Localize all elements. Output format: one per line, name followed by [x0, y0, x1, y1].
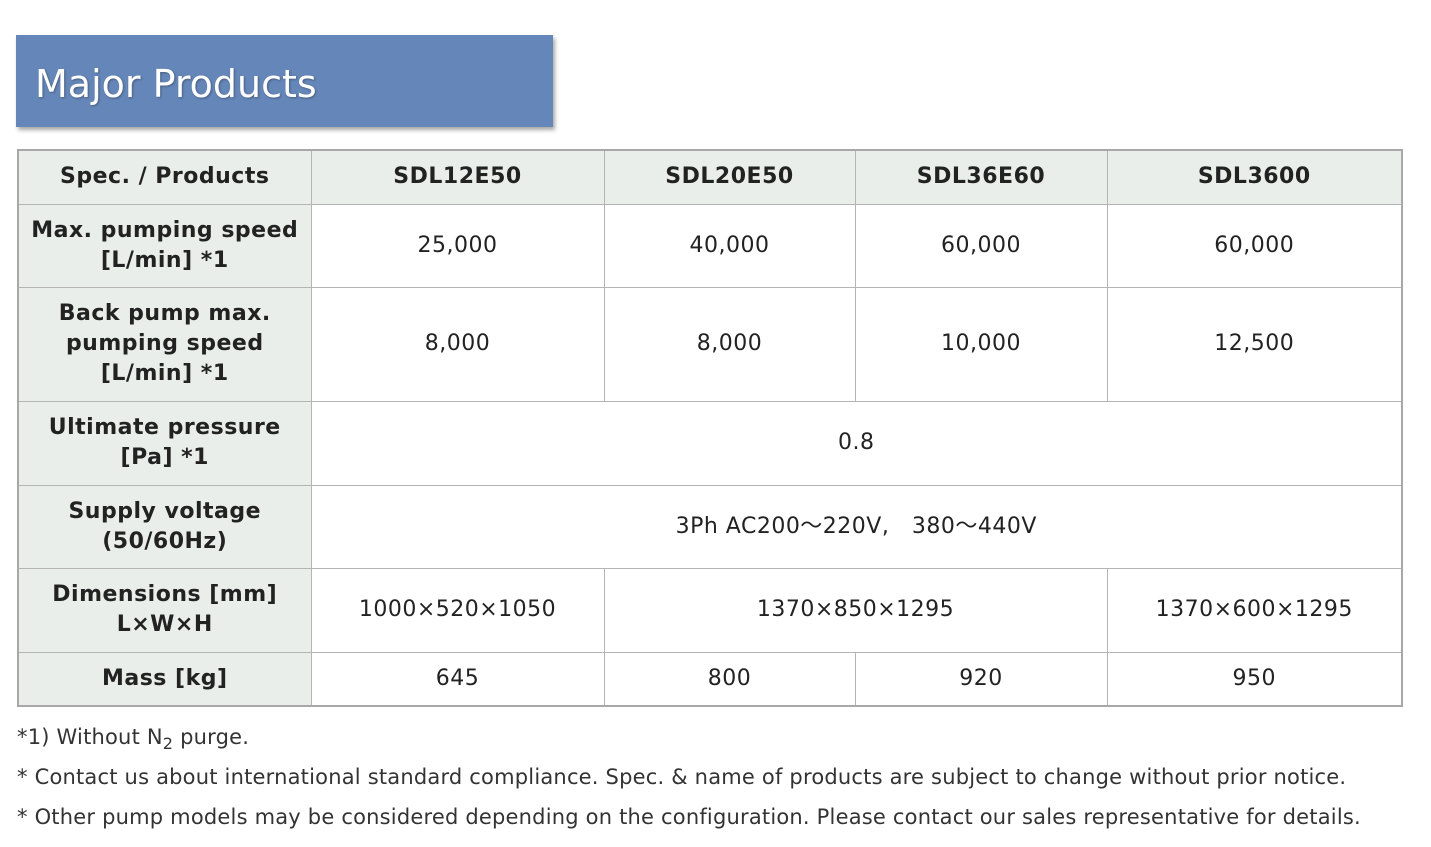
- cell: 1370×850×1295: [603, 567, 1108, 653]
- note-text: 2: [162, 734, 174, 753]
- note-text: purge.: [173, 725, 250, 749]
- cell: 0.8: [310, 400, 1403, 486]
- table-row: Mass [kg] 645 800 920 950: [17, 651, 1403, 707]
- row-label-line: Supply voltage: [68, 498, 262, 524]
- spec-table: Spec. / Products SDL12E50 SDL20E50 SDL36E60…: [17, 149, 1403, 707]
- row-label-line: Mass [kg]: [101, 665, 228, 691]
- column-header: SDL36E60: [854, 149, 1108, 205]
- row-label-line: L×W×H: [116, 612, 213, 637]
- cell: 950: [1106, 651, 1403, 707]
- cell: 12,500: [1106, 286, 1403, 402]
- table-row: Back pump max. pumping speed [L/min] *1 8,0…: [17, 286, 1403, 402]
- row-label-line: (50/60Hz): [102, 528, 228, 554]
- cell: 1000×520×1050: [310, 567, 605, 653]
- column-header: SDL20E50: [603, 149, 856, 205]
- row-label: Supply voltage (50/60Hz): [17, 484, 312, 569]
- cell: 10,000: [854, 286, 1108, 402]
- row-label-line: Max. pumping speed: [31, 217, 299, 243]
- header-row: Spec. / Products SDL12E50 SDL20E50 SDL36E60…: [17, 149, 1403, 205]
- cell: 920: [854, 651, 1108, 707]
- column-header: SDL3600: [1106, 149, 1403, 205]
- row-label-line: [Pa] *1: [120, 445, 209, 470]
- row-label: Back pump max. pumping speed [L/min] *1: [17, 286, 312, 402]
- note: *1) Without N2 purge.: [17, 722, 1361, 762]
- row-label-line: [L/min] *1: [100, 361, 229, 386]
- notes: *1) Without N2 purge. * Contact us about …: [17, 722, 1361, 842]
- row-label: Ultimate pressure [Pa] *1: [17, 400, 312, 486]
- table-row: Max. pumping speed [L/min] *1 25,000 40,000…: [17, 203, 1403, 288]
- note-text: * Other pump models may be considered de…: [17, 805, 1361, 829]
- row-label-line: [L/min] *1: [100, 247, 229, 273]
- column-header: Spec. / Products: [17, 149, 312, 205]
- column-header: SDL12E50: [310, 149, 605, 205]
- cell: 800: [603, 651, 856, 707]
- row-label-line: Back pump max.: [58, 301, 271, 326]
- row-label: Mass [kg]: [17, 651, 312, 707]
- cell: 60,000: [1106, 203, 1403, 288]
- cell: 1370×600×1295: [1106, 567, 1403, 653]
- table-row: Ultimate pressure [Pa] *1 0.8: [17, 400, 1403, 486]
- row-label-line: Ultimate pressure: [48, 415, 281, 440]
- cell: 3Ph AC200～220V, 380～440V: [310, 484, 1403, 569]
- cell: 40,000: [603, 203, 856, 288]
- cell: 25,000: [310, 203, 605, 288]
- table-row: Dimensions [mm] L×W×H 1000×520×1050 1370×85…: [17, 567, 1403, 653]
- row-label: Max. pumping speed [L/min] *1: [17, 203, 312, 288]
- row-label-line: Dimensions [mm]: [52, 582, 278, 607]
- cell: 60,000: [854, 203, 1108, 288]
- cell: 645: [310, 651, 605, 707]
- cell: 8,000: [310, 286, 605, 402]
- cell: 8,000: [603, 286, 856, 402]
- table-row: Supply voltage (50/60Hz) 3Ph AC200～220V, 3…: [17, 484, 1403, 569]
- note-text: * Contact us about international standar…: [17, 765, 1347, 789]
- row-label-line: pumping speed: [65, 331, 264, 356]
- note: * Contact us about international standar…: [17, 762, 1361, 802]
- row-label: Dimensions [mm] L×W×H: [17, 567, 312, 653]
- section-title: Major Products: [16, 35, 553, 127]
- note-text: *1) Without N: [17, 725, 163, 749]
- note: * Other pump models may be considered de…: [17, 802, 1361, 842]
